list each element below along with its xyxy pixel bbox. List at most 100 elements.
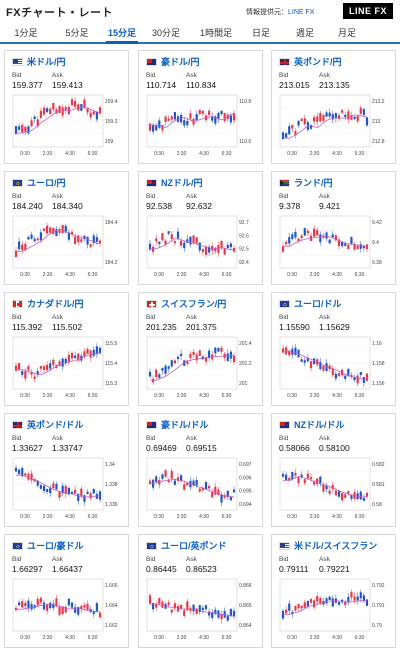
rate-card[interactable]: ユーロ/豪ドル Bid Ask 1.66297 1.66437 1.666 1.664 1.6… (4, 534, 129, 648)
x-axis-label: 2:30 (310, 272, 320, 278)
bid-value: 115.392 (12, 322, 43, 332)
pair-name[interactable]: NZドル/円 (161, 178, 203, 188)
tab-4[interactable]: 30分足 (151, 27, 180, 38)
candle-body (303, 118, 306, 125)
candle-body (58, 361, 61, 366)
rate-card[interactable]: ランド/円 Bid Ask 9.378 9.421 9.42 9.4 9.38 0:30 2:30… (271, 171, 396, 285)
candle-body (52, 603, 55, 608)
pair-link[interactable]: 英ポンド/ドル (12, 418, 84, 431)
candle-body (337, 601, 341, 605)
bid-label: Bid (279, 72, 289, 79)
pair-name[interactable]: 豪ドル/円 (161, 57, 200, 67)
tab-7[interactable]: 週足 (295, 27, 314, 38)
candle-body (64, 107, 67, 110)
rate-card[interactable]: カナダドル/円 Bid Ask 115.392 115.502 115.5 115.4 115… (4, 292, 129, 406)
y-axis-label: 110.8 (239, 99, 251, 105)
rate-card[interactable]: ユーロ/英ポンド Bid Ask 0.86445 0.86523 0.866 0.865 0.… (138, 534, 263, 648)
candle-body (325, 485, 328, 490)
flag-za-icon (279, 178, 290, 187)
tab-2[interactable]: 5分足 (65, 27, 89, 38)
y-axis-label: 1.16 (372, 341, 382, 347)
pair-name[interactable]: ユーロ/円 (27, 178, 66, 188)
candle-body (362, 109, 365, 115)
ask-label: Ask (186, 556, 197, 563)
pair-link[interactable]: ユーロ/円 (12, 176, 66, 189)
pair-name[interactable]: 英ポンド/ドル (27, 420, 84, 430)
tab-8[interactable]: 月足 (337, 27, 356, 38)
candle-body (24, 473, 27, 476)
candle-body (337, 373, 341, 377)
pair-name[interactable]: ユーロ/豪ドル (27, 541, 84, 551)
pair-link[interactable]: ユーロ/豪ドル (12, 539, 84, 552)
rate-card[interactable]: 英ポンド/円 Bid Ask 213.015 213.135 213.2 213 212.8 0… (271, 50, 396, 164)
pair-name[interactable]: ユーロ/ドル (294, 299, 342, 309)
rate-card[interactable]: NZドル/円 Bid Ask 92.538 92.632 92.7 92.6 92.5 92.4… (138, 171, 263, 285)
pair-link[interactable]: ランド/円 (279, 176, 333, 189)
flag-ca-icon (12, 299, 23, 308)
pair-link[interactable]: スイスフラン/円 (146, 297, 226, 310)
candle-body (189, 353, 192, 358)
moving-average-line (16, 352, 101, 376)
candle-body (74, 100, 77, 107)
pair-link[interactable]: NZドル/ドル (279, 418, 345, 431)
pair-name[interactable]: カナダドル/円 (27, 299, 84, 309)
tab-3[interactable]: 15分足 (104, 22, 140, 44)
pair-link[interactable]: ユーロ/ドル (279, 297, 342, 310)
candle-body (313, 117, 316, 122)
pair-name[interactable]: 米ドル/スイスフラン (294, 541, 378, 551)
rate-card[interactable]: 米ドル/円 Bid Ask 159.377 159.413 159.4 159.2 159 0:… (4, 50, 129, 164)
x-axis-label: 2:30 (177, 151, 187, 157)
rate-card[interactable]: スイスフラン/円 Bid Ask 201.235 201.375 201.4 201.2 20… (138, 292, 263, 406)
bid-label: Bid (12, 72, 22, 79)
tab-5[interactable]: 1時間足 (199, 27, 232, 38)
provider-link[interactable]: LINE FX (288, 9, 315, 16)
pair-link[interactable]: カナダドル/円 (12, 297, 84, 310)
candle-body (300, 118, 303, 122)
pair-link[interactable]: 豪ドル/円 (146, 55, 200, 68)
candle-body (24, 126, 27, 132)
x-axis-label: 0:30 (154, 514, 164, 520)
candle-body (83, 235, 86, 240)
y-axis-label: 0.696 (239, 475, 252, 481)
rate-card[interactable]: NZドル/ドル Bid Ask 0.58066 0.58100 0.582 0.581 0.5… (271, 413, 396, 527)
line-fx-logo[interactable]: LINE FX (343, 3, 393, 19)
moving-average-line (16, 603, 101, 613)
pair-name[interactable]: NZドル/ドル (294, 420, 345, 430)
rate-card[interactable]: 米ドル/スイスフラン Bid Ask 0.79111 0.79221 0.792 0.791… (271, 534, 396, 648)
pair-link[interactable]: 米ドル/円 (12, 55, 66, 68)
candle-body (198, 488, 201, 492)
pair-name[interactable]: 豪ドル/ドル (161, 420, 209, 430)
x-axis-label: 4:30 (332, 151, 342, 157)
rate-card[interactable]: ユーロ/ドル Bid Ask 1.15590 1.15629 1.16 1.158 1.156… (271, 292, 396, 406)
candle-body (161, 124, 164, 131)
bid-value: 1.15590 (279, 322, 310, 332)
pair-link[interactable]: NZドル/円 (146, 176, 203, 189)
candle-body (303, 602, 306, 608)
y-axis-label: 0.865 (239, 603, 252, 609)
tab-1[interactable]: 1分足 (14, 27, 38, 38)
rate-card[interactable]: 英ポンド/ドル Bid Ask 1.33627 1.33747 1.34 1.338 1.33… (4, 413, 129, 527)
pair-name[interactable]: 米ドル/円 (27, 57, 66, 67)
pair-name[interactable]: ユーロ/英ポンド (161, 541, 227, 551)
pair-link[interactable]: 豪ドル/ドル (146, 418, 209, 431)
candlestick-chart: 184.4 184.2 0:30 2:30 4:30 6:30 (12, 215, 118, 278)
pair-name[interactable]: 英ポンド/円 (294, 57, 342, 67)
candle-body (173, 603, 176, 609)
pair-link[interactable]: 米ドル/スイスフラン (279, 539, 377, 552)
y-axis-label: 0.791 (372, 603, 385, 609)
flag-us-icon (279, 541, 290, 550)
rate-card[interactable]: 豪ドル/円 Bid Ask 110.714 110.834 110.8 110.6 0:30 2… (138, 50, 263, 164)
pair-name[interactable]: ランド/円 (294, 178, 333, 188)
candle-body (21, 244, 24, 251)
pair-link[interactable]: 英ポンド/円 (279, 55, 342, 68)
pair-link[interactable]: ユーロ/英ポンド (146, 539, 227, 552)
flag-gb-icon (12, 420, 23, 429)
candle-body (67, 598, 70, 606)
candle-body (55, 483, 58, 490)
candle-body (337, 239, 341, 247)
pair-name[interactable]: スイスフラン/円 (161, 299, 227, 309)
rate-card[interactable]: 豪ドル/ドル Bid Ask 0.69469 0.69515 0.697 0.696 0.69… (138, 413, 263, 527)
candle-body (285, 133, 288, 138)
rate-card[interactable]: ユーロ/円 Bid Ask 184.240 184.340 184.4 184.2 0:30 2… (4, 171, 129, 285)
tab-6[interactable]: 日足 (251, 27, 270, 38)
